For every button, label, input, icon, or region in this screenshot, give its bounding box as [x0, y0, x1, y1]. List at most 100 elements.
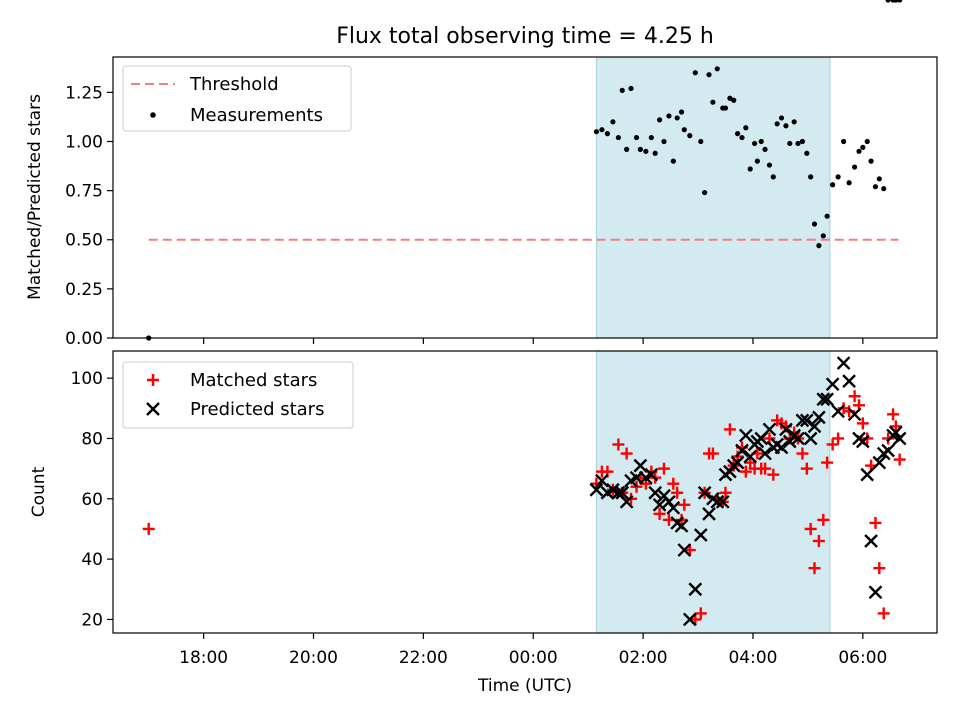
predicted-stars-point [812, 410, 826, 425]
observing-window-span [595, 56, 831, 339]
matched-stars-point [889, 420, 902, 433]
measurements-point [731, 97, 737, 103]
measurements-point [799, 138, 806, 145]
measurements-point [811, 221, 818, 227]
measurements-point [739, 134, 745, 141]
matched-stars-point [800, 462, 813, 475]
matched-stars-point [767, 468, 780, 481]
predicted-stars-point [615, 485, 630, 500]
measurements-point [820, 233, 826, 239]
ratio-panel-ylabel: Matched/Predicted stars [25, 94, 45, 300]
matched-stars-point [869, 516, 882, 529]
predicted-stars-point [652, 497, 667, 512]
predicted-stars-point [702, 507, 716, 521]
measurements-point [824, 213, 830, 219]
measurements-point [897, 0, 903, 3]
predicted-stars-point [847, 407, 862, 422]
predicted-stars-point [831, 404, 845, 419]
measurements-point [637, 146, 643, 152]
measurements-point [766, 162, 773, 168]
matched-stars-point [826, 438, 839, 451]
x-tick-label: 18:00 [179, 648, 228, 668]
y-tick-label: 0.00 [65, 329, 103, 349]
measurements-point [774, 121, 780, 127]
measurements-point [846, 180, 852, 186]
matched-stars-point [667, 477, 680, 490]
matched-stars-point [142, 522, 155, 535]
x-tick-label: 02:00 [619, 648, 668, 668]
predicted-stars-point [674, 519, 689, 533]
predicted-stars-point [677, 543, 692, 557]
predicted-stars-point [644, 467, 659, 482]
measurements-point [868, 158, 874, 164]
matched-stars-point [620, 447, 633, 460]
measurements-point [652, 150, 658, 156]
measurements-point [860, 144, 866, 150]
measurements-point [674, 115, 680, 121]
y-tick-label: 80 [81, 429, 103, 449]
measurements-point [856, 148, 862, 154]
predicted-stars-point [762, 422, 777, 437]
predicted-stars-point [892, 431, 907, 446]
ratio-panel-frame [112, 56, 938, 339]
predicted-stars-point [758, 446, 772, 461]
measurements-point [743, 125, 749, 131]
y-tick-label: 40 [81, 550, 103, 570]
measurements-point [893, 0, 899, 3]
predicted-stars-point [816, 392, 831, 407]
x-tick-label: 06:00 [838, 648, 887, 668]
measurements-point [770, 174, 776, 180]
predicted-stars-point [774, 440, 789, 455]
x-axis-label: Time (UTC) [477, 676, 572, 696]
matched-legend-label: Matched stars [190, 370, 317, 391]
matched-stars-point [657, 462, 670, 475]
predicted-stars-point [619, 494, 634, 509]
measurements-point [610, 119, 616, 125]
ratio-legend: Threshold Measurements [122, 65, 352, 132]
measurements-point [881, 186, 887, 192]
measurements-point [876, 176, 882, 182]
ratio-panel: 0.00 0.25 0.50 0.75 1.00 1.25 Matched/Predict… [25, 0, 938, 349]
predicted-stars-point [743, 449, 758, 464]
measurements-point [835, 174, 841, 180]
predicted-stars-point [595, 473, 609, 488]
measurements-point [885, 0, 891, 3]
measurements-point [656, 117, 663, 123]
predicted-stars-point [735, 443, 749, 458]
measurements-point [666, 113, 672, 119]
measurements-legend-swatch [150, 112, 156, 118]
measurements-point [615, 134, 621, 141]
measurements-point [628, 85, 634, 92]
measurements-point [706, 72, 712, 78]
measurements-legend-label: Measurements [190, 105, 323, 126]
predicted-stars-point [779, 422, 793, 437]
predicted-stars-point [803, 431, 818, 446]
matched-stars-point [848, 390, 861, 403]
count-panel: 20 40 60 80 100 18:00 20:00 22:00 00:00 02:00 04:0… [29, 350, 938, 696]
chart-title: Flux total observing time = 4.25 h [336, 24, 714, 49]
measurements-point [604, 131, 611, 137]
matched-stars-point [796, 447, 809, 460]
measurements-point [722, 105, 729, 111]
measurements-point [747, 166, 753, 172]
measurements-point [795, 140, 801, 147]
predicted-stars-point [864, 534, 878, 548]
predicted-stars-point [855, 434, 870, 449]
measurements-point [841, 138, 847, 145]
measurements-point [619, 87, 625, 94]
measurements-point [661, 138, 667, 145]
measurements-point [710, 99, 716, 105]
measurements-point [783, 123, 789, 129]
measurements-point [808, 174, 814, 180]
measurements-point [698, 138, 704, 145]
matched-stars-point [759, 462, 772, 475]
matched-stars-point [678, 498, 691, 511]
predicted-stars-point [842, 374, 856, 389]
measurements-point [681, 127, 687, 133]
measurements-point [734, 131, 741, 137]
measurements-point [778, 115, 785, 121]
matched-stars-point [887, 408, 900, 421]
predicted-stars-point [697, 485, 712, 500]
matched-legend-swatch [147, 374, 159, 386]
